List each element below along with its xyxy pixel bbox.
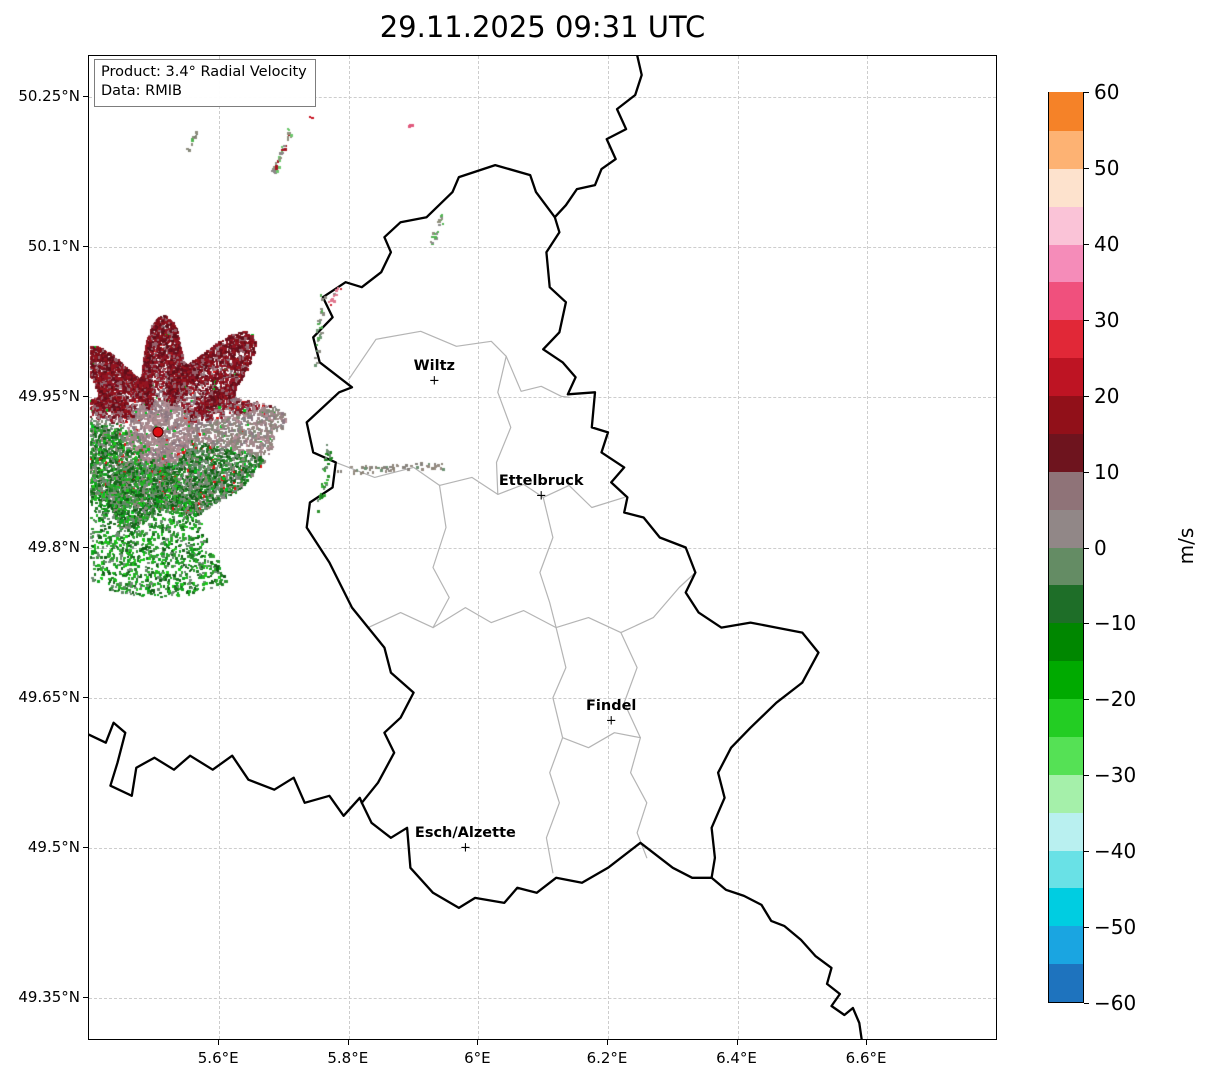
colorbar-tick <box>1084 775 1089 777</box>
colorbar-tick-label: 30 <box>1094 307 1120 332</box>
data-source-label: Data: RMIB <box>101 83 182 100</box>
map-plot-area: Product: 3.4° Radial Velocity Data: RMIB… <box>88 55 997 1040</box>
x-tick-label: 6.6°E <box>845 1049 887 1067</box>
y-axis-tick <box>83 246 88 248</box>
x-axis-tick <box>477 1040 479 1045</box>
x-tick-label: 6.2°E <box>586 1049 628 1067</box>
city-marker: + <box>459 840 471 856</box>
y-axis-tick <box>83 396 88 398</box>
city-label: Wiltz <box>413 358 455 375</box>
colorbar-tick <box>1084 547 1089 549</box>
colorbar-band <box>1049 622 1083 662</box>
colorbar-tick-label: −50 <box>1094 915 1137 940</box>
x-axis-tick <box>866 1040 868 1045</box>
colorbar-tick-label: 20 <box>1094 383 1120 408</box>
colorbar-tick <box>1084 395 1089 397</box>
y-axis-tick <box>83 846 88 848</box>
colorbar-tick-label: 0 <box>1094 535 1107 560</box>
colorbar-tick <box>1084 851 1089 853</box>
city-marker: + <box>535 488 547 504</box>
x-tick-label: 6.4°E <box>716 1049 757 1067</box>
colorbar-band <box>1049 963 1083 1002</box>
colorbar-tick <box>1084 92 1089 93</box>
colorbar-tick-label: 60 <box>1094 80 1120 104</box>
figure-title: 29.11.2025 09:31 UTC <box>379 10 706 44</box>
colorbar-unit-label: m/s <box>1174 527 1198 565</box>
colorbar-band <box>1049 433 1083 472</box>
colorbar-tick-label: −10 <box>1094 611 1137 636</box>
colorbar-band <box>1049 357 1083 396</box>
colorbar-band <box>1049 243 1083 283</box>
y-tick-label: 50.1°N <box>27 237 80 256</box>
colorbar-band <box>1049 130 1083 169</box>
colorbar-band <box>1049 92 1083 131</box>
colorbar-tick <box>1084 243 1089 245</box>
colorbar-band <box>1049 205 1083 245</box>
y-tick-label: 49.65°N <box>18 687 80 706</box>
colorbar-band <box>1049 736 1083 775</box>
radar-echo-layer <box>89 56 996 1039</box>
colorbar-tick-label: −30 <box>1094 763 1137 788</box>
colorbar <box>1048 92 1084 1003</box>
x-axis-tick <box>736 1040 738 1045</box>
city-label: Ettelbruck <box>498 473 584 490</box>
colorbar-tick <box>1084 471 1089 473</box>
y-tick-label: 49.8°N <box>27 537 80 556</box>
colorbar-tick <box>1084 927 1089 929</box>
x-axis-tick <box>347 1040 349 1045</box>
colorbar-band <box>1049 887 1083 927</box>
city-label: Esch/Alzette <box>414 824 516 841</box>
colorbar-band <box>1049 508 1083 548</box>
radar-site-marker <box>152 426 164 438</box>
y-tick-label: 49.5°N <box>27 837 80 856</box>
colorbar-band <box>1049 167 1083 207</box>
colorbar-tick <box>1084 623 1089 625</box>
colorbar-tick <box>1084 167 1089 169</box>
colorbar-band <box>1049 584 1083 624</box>
colorbar-tick-label: 10 <box>1094 459 1120 484</box>
colorbar-band <box>1049 773 1083 813</box>
x-axis-tick <box>218 1040 220 1045</box>
x-tick-label: 5.6°E <box>197 1049 239 1067</box>
colorbar-band <box>1049 849 1083 889</box>
x-tick-label: 5.8°E <box>327 1049 369 1067</box>
city-marker: + <box>428 373 440 389</box>
colorbar-tick <box>1084 319 1089 321</box>
y-axis-tick <box>83 96 88 97</box>
colorbar-band <box>1049 395 1083 434</box>
colorbar-tick-label: −40 <box>1094 839 1137 864</box>
product-info-box: Product: 3.4° Radial Velocity Data: RMIB <box>94 59 316 108</box>
colorbar-band <box>1049 925 1083 965</box>
city-marker: + <box>605 713 617 729</box>
x-tick-label: 6°E <box>464 1049 491 1067</box>
y-tick-label: 50.25°N <box>18 87 80 105</box>
colorbar-band <box>1049 470 1083 510</box>
product-name-label: Product: 3.4° Radial Velocity <box>101 64 307 80</box>
y-axis-tick <box>83 997 88 998</box>
x-axis-tick <box>607 1040 608 1045</box>
city-label: Findel <box>585 697 637 714</box>
colorbar-tick <box>1084 699 1089 701</box>
colorbar-band <box>1049 660 1083 699</box>
colorbar-band <box>1049 546 1083 586</box>
colorbar-band <box>1049 281 1083 321</box>
colorbar-tick <box>1084 1003 1089 1004</box>
colorbar-band <box>1049 811 1083 851</box>
y-tick-label: 49.95°N <box>18 387 80 406</box>
colorbar-tick-label: −20 <box>1094 687 1137 712</box>
colorbar-tick-label: 40 <box>1094 231 1120 256</box>
y-axis-tick <box>83 696 88 698</box>
colorbar-band <box>1049 698 1083 737</box>
colorbar-band <box>1049 319 1083 359</box>
y-axis-tick <box>83 546 88 548</box>
y-tick-label: 49.35°N <box>18 988 80 1006</box>
colorbar-tick-label: 50 <box>1094 155 1120 180</box>
colorbar-tick-label: −60 <box>1094 991 1137 1015</box>
